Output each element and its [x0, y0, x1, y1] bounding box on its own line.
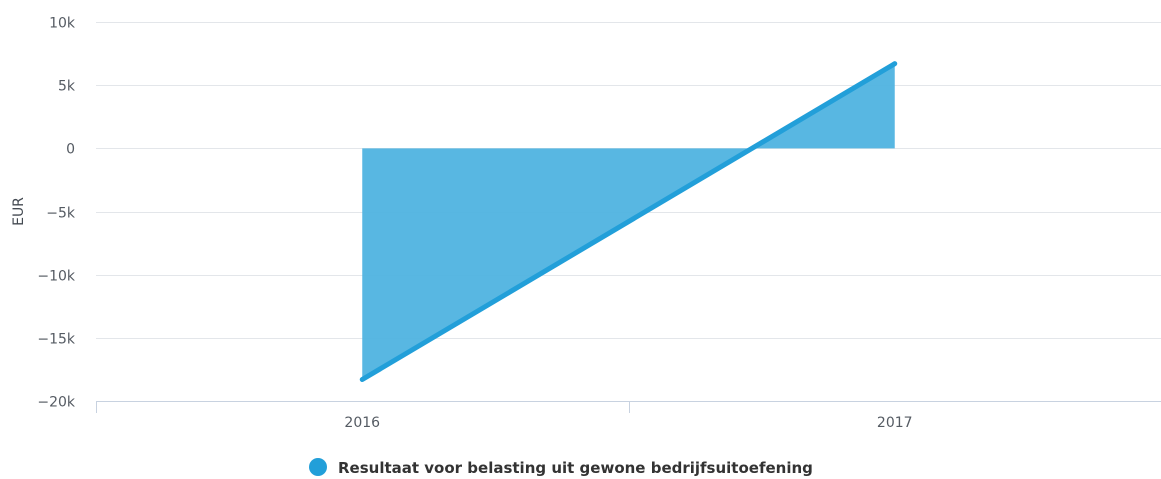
series-line — [359, 61, 898, 383]
series-layer — [359, 61, 898, 383]
y-tick-label: −20k — [37, 395, 76, 411]
x-axis: 2016 2017 — [96, 401, 1161, 431]
y-tick-label: −15k — [37, 332, 76, 348]
x-tick-label: 2016 — [344, 415, 380, 431]
y-tick-label: 5k — [58, 79, 76, 95]
legend-marker[interactable] — [309, 458, 327, 476]
legend[interactable]: Resultaat voor belasting uit gewone bedr… — [309, 458, 813, 477]
y-tick-label: −5k — [46, 206, 76, 222]
y-axis-title: EUR — [11, 197, 27, 226]
legend-label[interactable]: Resultaat voor belasting uit gewone bedr… — [338, 459, 813, 477]
y-tick-label: 0 — [66, 142, 75, 158]
y-tick-label: 10k — [49, 16, 76, 32]
x-tick-label: 2017 — [877, 415, 913, 431]
y-axis: 10k 5k 0 −5k −10k −15k −20k — [37, 16, 76, 411]
y-tick-label: −10k — [37, 269, 76, 285]
